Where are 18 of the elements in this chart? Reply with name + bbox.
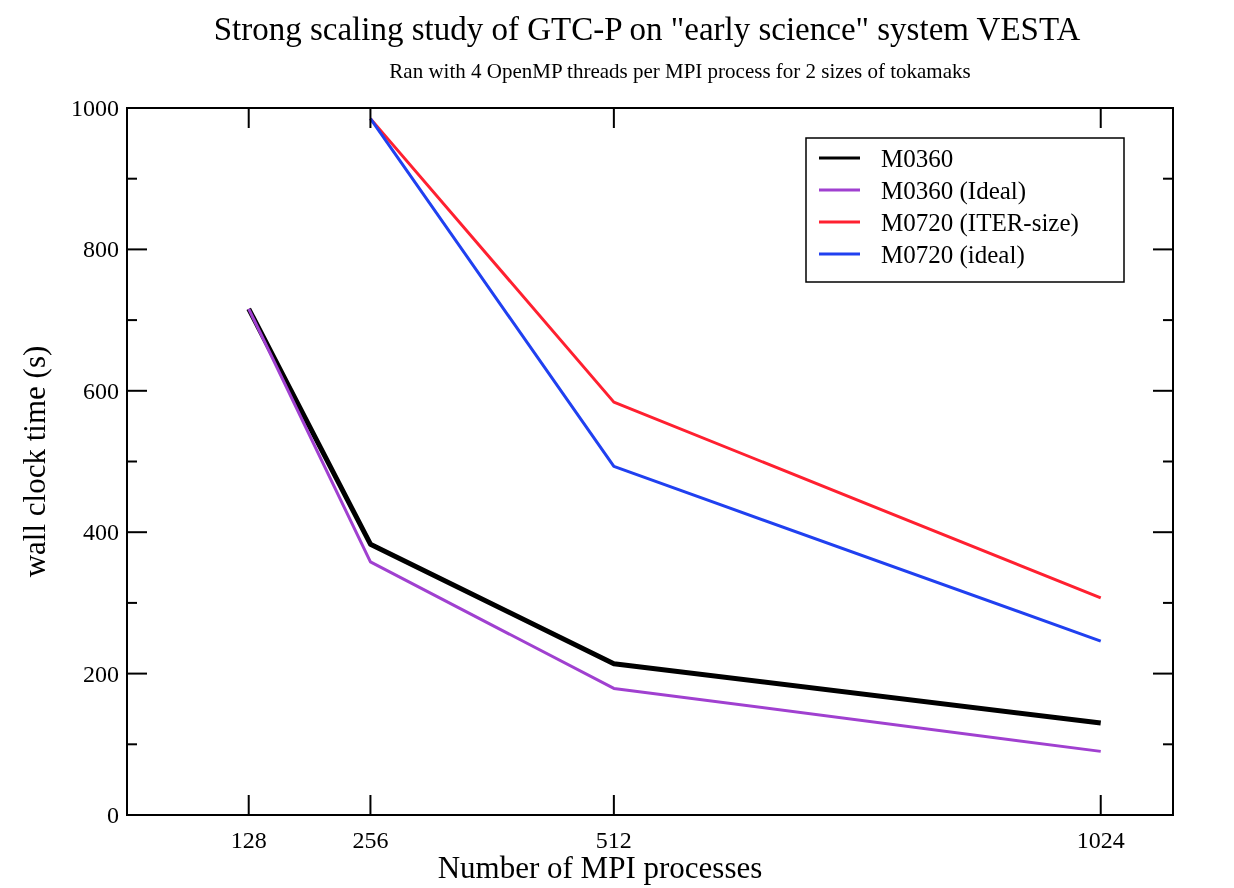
x-tick-label: 512 [595, 827, 632, 853]
legend-label: M0360 (Ideal) [881, 177, 1027, 205]
y-tick-label: 600 [83, 377, 119, 404]
x-tick-label: 1024 [1076, 827, 1125, 853]
x-tick-label: 256 [352, 827, 389, 853]
chart-subtitle: Ran with 4 OpenMP threads per MPI process for 2 sizes of tokamaks [389, 59, 971, 83]
legend-label: M0720 (ITER-size) [881, 209, 1079, 237]
legend-label: M0720 (ideal) [881, 241, 1025, 269]
y-tick-label: 0 [107, 802, 119, 828]
chart-title: Strong scaling study of GTC-P on "early science" system VESTA [213, 11, 1081, 47]
y-tick-label: 1000 [71, 95, 119, 121]
y-axis-title: wall clock time (s) [17, 345, 52, 578]
y-tick-label: 200 [83, 660, 119, 687]
x-axis-title: Number of MPI processes [437, 850, 763, 885]
x-tick-label: 128 [230, 827, 267, 853]
y-tick-label: 800 [83, 236, 119, 263]
y-tick-label: 400 [83, 519, 119, 546]
legend-label: M0360 [881, 145, 954, 172]
